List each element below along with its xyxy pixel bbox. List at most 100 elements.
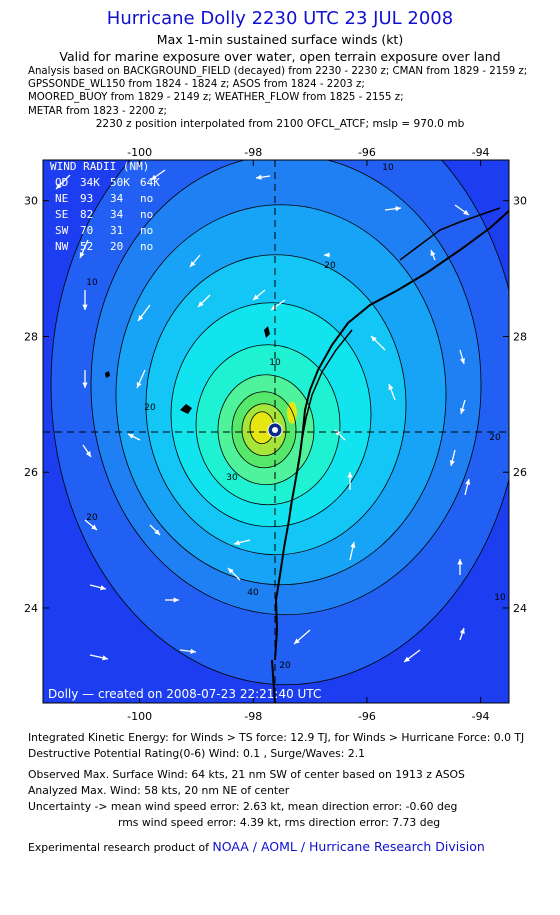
wind-radii-cell: NW — [55, 240, 69, 253]
subtitle-winds: Max 1-min sustained surface winds (kt) — [156, 32, 404, 47]
contour-label: 20 — [279, 661, 291, 671]
wind-radii-cell: 34 — [110, 208, 124, 221]
wind-radii-cell: 52 — [80, 240, 93, 253]
wind-arrow — [179, 648, 197, 654]
map-credit: Dolly — created on 2008-07-23 22:21:40 U… — [48, 687, 321, 701]
wind-radii-title: WIND RADII (NM) — [50, 160, 149, 173]
wind-arrow — [347, 472, 353, 490]
credit-line: Experimental research product of NOAA / … — [28, 839, 485, 854]
wind-radii-cell: 34 — [110, 192, 124, 205]
wind-band-max — [260, 432, 268, 445]
wind-arrow — [136, 369, 146, 389]
wind-arrow — [370, 335, 386, 351]
wind-arrow — [459, 349, 466, 365]
contour-label: 20 — [144, 403, 156, 413]
inland-lake — [180, 404, 192, 414]
x-tick-label-top: -100 — [127, 146, 152, 159]
observed-max-line: Observed Max. Surface Wind: 64 kts, 21 n… — [28, 768, 465, 781]
page-title: Hurricane Dolly 2230 UTC 23 JUL 2008 — [106, 8, 454, 29]
wind-arrow — [430, 249, 436, 261]
wind-arrow — [255, 174, 271, 180]
x-tick-label-bottom: -100 — [127, 710, 152, 723]
contour-label: 20 — [86, 513, 98, 523]
storm-center-marker — [267, 422, 283, 438]
wind-arrow — [454, 204, 470, 216]
x-tick-label-bottom: -98 — [244, 710, 262, 723]
contour-label: 10 — [269, 358, 281, 368]
y-tick-label-left: 30 — [24, 195, 38, 208]
wind-radii-cell: NE — [55, 192, 68, 205]
wind-radii-cell: SE — [55, 208, 68, 221]
wind-arrow — [464, 478, 471, 496]
wind-radii-header: QD — [55, 176, 68, 189]
ike-line: Integrated Kinetic Energy: for Winds > T… — [28, 731, 525, 744]
wind-arrow — [324, 252, 330, 258]
wind-arrow — [233, 539, 251, 546]
wind-contour — [115, 204, 447, 586]
hrd-link[interactable]: NOAA / AOML / Hurricane Research Divisio… — [212, 839, 485, 854]
contour-label: 20 — [489, 433, 501, 443]
y-tick-label-right: 26 — [513, 466, 527, 479]
wind-contour — [50, 160, 509, 686]
wind-radii-cell: no — [140, 240, 153, 253]
analysis-line: GPSSONDE_WL150 from 1824 - 1824 z; ASOS … — [28, 79, 365, 91]
wind-vectors — [55, 169, 471, 663]
wind-contour — [90, 160, 482, 616]
mexico-coast — [271, 659, 276, 703]
x-tick-label-bottom: -96 — [358, 710, 376, 723]
wind-radii-cell: 82 — [80, 208, 93, 221]
wind-radii-cell: SW — [55, 224, 69, 237]
wind-contour — [145, 254, 407, 556]
dpr-line: Destructive Potential Rating(0-6) Wind: … — [28, 747, 366, 760]
wind-radii-header: 64K — [140, 176, 160, 189]
wind-arrow — [137, 304, 151, 322]
wind-contour — [241, 403, 287, 457]
axis-ticks: -100 -100 -98 -98 -96 -96 -94 -94 30 30 28 28 26 26 24… — [24, 146, 527, 723]
wind-contour — [231, 391, 297, 469]
wind-arrow — [149, 524, 161, 536]
wind-arrow — [457, 559, 463, 575]
wind-contour — [217, 374, 315, 486]
wind-arrow — [127, 433, 141, 441]
wind-arrow — [165, 597, 179, 603]
wind-arrow — [189, 254, 201, 268]
wind-arrow — [82, 444, 92, 458]
x-tick-label-top: -96 — [358, 146, 376, 159]
contour-labels: 10 20 30 40 20 20 10 20 10 10 20 — [86, 163, 506, 671]
contour-label: 40 — [247, 588, 259, 598]
wind-arrow — [403, 649, 421, 663]
wind-radii-table: WIND RADII (NM) QD 34K 50K 64K NE 93 34 no SE 82 34… — [50, 160, 160, 253]
wind-arrow — [227, 567, 241, 581]
contour-label: 10 — [86, 278, 98, 288]
inland-lake — [264, 326, 270, 338]
wind-radii-header: 34K — [80, 176, 100, 189]
wind-radii-cell: no — [140, 208, 153, 221]
analysis-line: Analysis based on BACKGROUND_FIELD (deca… — [28, 66, 528, 77]
contour-label: 10 — [382, 163, 394, 173]
wind-arrow — [84, 519, 98, 531]
wind-contour — [195, 344, 341, 506]
wind-radii-cell: no — [140, 224, 153, 237]
uncertainty-line-2: rms wind speed error: 4.39 kt, rms direc… — [118, 816, 441, 829]
barrier-island — [289, 329, 353, 511]
wind-arrow — [79, 239, 89, 259]
y-tick-label-left: 28 — [24, 330, 38, 343]
wind-arrow — [459, 399, 466, 415]
y-tick-label-right: 30 — [513, 195, 527, 208]
y-tick-label-right: 24 — [513, 602, 527, 615]
wind-arrow — [55, 174, 71, 190]
wind-radii-cell: 93 — [80, 192, 93, 205]
galveston-coast — [399, 207, 501, 261]
wind-arrow — [349, 541, 356, 561]
wind-radii-cell: 20 — [110, 240, 123, 253]
wind-field-map: -100 -100 -98 -98 -96 -96 -94 -94 30 30 28 28 26 26 24… — [24, 146, 527, 723]
x-tick-label-top: -98 — [244, 146, 262, 159]
wind-radii-header: 50K — [110, 176, 130, 189]
wind-arrow — [252, 289, 266, 301]
wind-radii-cell: no — [140, 192, 153, 205]
y-tick-label-left: 26 — [24, 466, 38, 479]
wind-band — [250, 411, 274, 444]
wind-arrow — [293, 629, 311, 645]
wind-contour — [170, 302, 372, 528]
contour-label: 20 — [324, 261, 336, 271]
